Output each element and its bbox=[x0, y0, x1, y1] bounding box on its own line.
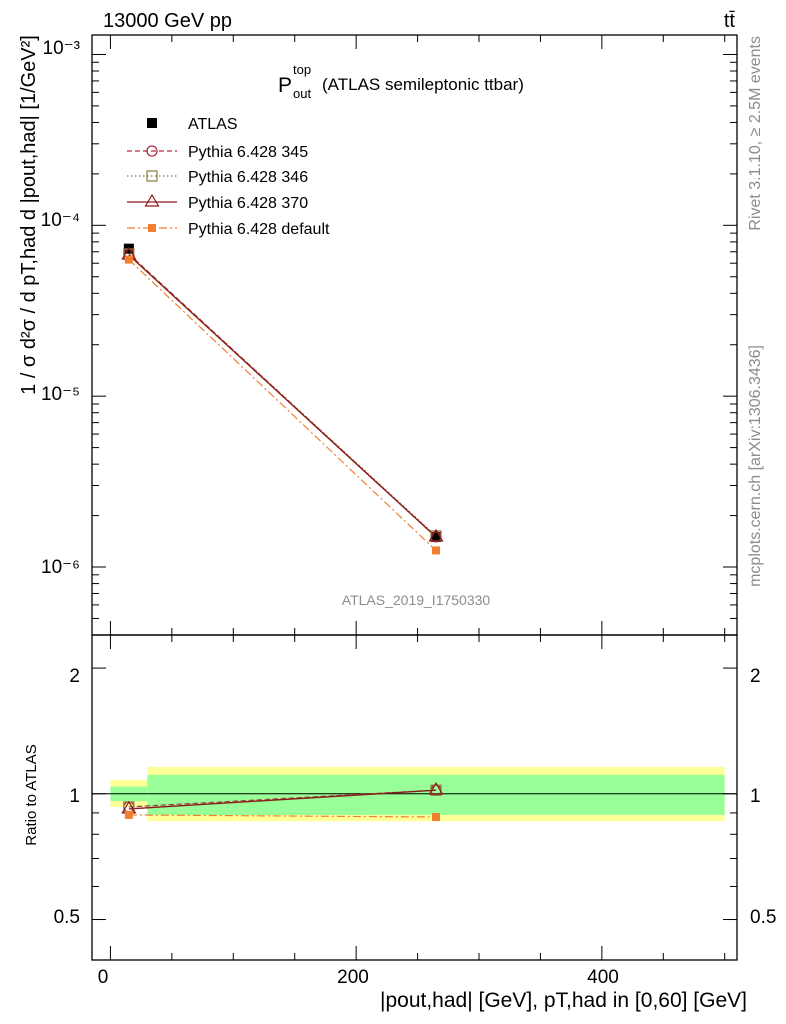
ratio-point-sdef-1 bbox=[432, 812, 440, 821]
main-line-s370 bbox=[128, 254, 437, 538]
legend-entry-345: Pythia 6.428 345 bbox=[127, 144, 308, 161]
legend-marker-345 bbox=[146, 145, 158, 157]
legend-marker-default bbox=[148, 224, 156, 232]
ratio-ytick-label-right-2: 2 bbox=[750, 666, 761, 687]
analysis-id: ATLAS_2019_I1750330 bbox=[342, 592, 491, 608]
main-ytick-label-1e-5: 10⁻⁵ bbox=[41, 384, 80, 405]
main-line-s346 bbox=[128, 253, 437, 537]
main-y-axis-label: 1 / σ d²σ / d pT,had d |pout,had| [1/GeV… bbox=[18, 35, 40, 395]
svg-text:top: top bbox=[293, 62, 311, 77]
legend-entry-346: Pythia 6.428 346 bbox=[127, 169, 308, 186]
series-markers bbox=[121, 243, 444, 821]
legend-marker-370 bbox=[144, 193, 160, 207]
energy-label: 13000 GeV pp bbox=[103, 10, 232, 32]
x-axis-label: |pout,had| [GeV], pT,had in [0,60] [GeV] bbox=[380, 989, 747, 1012]
ratio-plot-frame bbox=[91, 634, 738, 961]
plot-title: P top out (ATLAS semileptonic ttbar) bbox=[278, 62, 524, 101]
legend-marker-atlas bbox=[147, 118, 157, 128]
ratio-line-sdef bbox=[128, 814, 437, 818]
process-label: tt̄ bbox=[724, 10, 736, 32]
svg-text:Pythia 6.428 346: Pythia 6.428 346 bbox=[188, 169, 308, 186]
legend-marker-346 bbox=[146, 170, 158, 182]
main-point-s370-1 bbox=[428, 528, 444, 542]
ratio-ytick-label-1: 1 bbox=[69, 786, 80, 807]
legend-entry-370: Pythia 6.428 370 bbox=[127, 193, 308, 212]
svg-text:ATLAS: ATLAS bbox=[188, 116, 238, 133]
ratio-line-s370 bbox=[128, 789, 437, 810]
svg-text:P: P bbox=[278, 74, 292, 97]
legend: ATLAS Pythia 6.428 345 Pythia 6.428 346 … bbox=[127, 116, 330, 238]
main-point-sdef-1 bbox=[432, 546, 440, 555]
svg-text:(ATLAS semileptonic ttbar): (ATLAS semileptonic ttbar) bbox=[322, 75, 524, 94]
ratio-ytick-label-2: 2 bbox=[69, 666, 80, 687]
xtick-label-0: 0 bbox=[98, 967, 109, 988]
ratio-y-axis-label: Ratio to ATLAS bbox=[23, 744, 40, 845]
main-point-atlas-1 bbox=[431, 531, 441, 542]
axis-ticks bbox=[92, 35, 737, 960]
ratio-point-sdef-0 bbox=[124, 810, 133, 819]
xtick-label-400: 400 bbox=[587, 967, 619, 988]
xtick-label-200: 200 bbox=[337, 967, 369, 988]
ratio-point-s370-1 bbox=[428, 782, 444, 795]
main-point-sdef-0 bbox=[124, 255, 133, 264]
ratio-point-s346-1 bbox=[430, 784, 442, 796]
series-lines bbox=[128, 253, 437, 818]
ratio-ytick-label-right-1: 1 bbox=[750, 786, 761, 807]
main-line-sdef bbox=[128, 259, 437, 551]
main-ytick-label-1e-3: 10⁻³ bbox=[43, 38, 81, 59]
main-ytick-label-1e-6: 10⁻⁶ bbox=[41, 557, 80, 578]
svg-text:Pythia 6.428 default: Pythia 6.428 default bbox=[188, 221, 330, 238]
rivet-version-label: Rivet 3.1.10, ≥ 2.5M events bbox=[747, 36, 764, 231]
ratio-ytick-label-right-0.5: 0.5 bbox=[750, 907, 776, 928]
legend-entry-default: Pythia 6.428 default bbox=[127, 221, 330, 238]
svg-text:Pythia 6.428 370: Pythia 6.428 370 bbox=[188, 195, 308, 212]
legend-entry-atlas: ATLAS bbox=[147, 116, 238, 133]
main-ytick-label-1e-4: 10⁻⁴ bbox=[41, 210, 80, 231]
ratio-ytick-label-0.5: 0.5 bbox=[54, 907, 80, 928]
svg-text:Pythia 6.428 345: Pythia 6.428 345 bbox=[188, 144, 308, 161]
svg-text:out: out bbox=[293, 86, 311, 101]
mcplots-label: mcplots.cern.ch [arXiv:1306.3436] bbox=[747, 345, 764, 587]
